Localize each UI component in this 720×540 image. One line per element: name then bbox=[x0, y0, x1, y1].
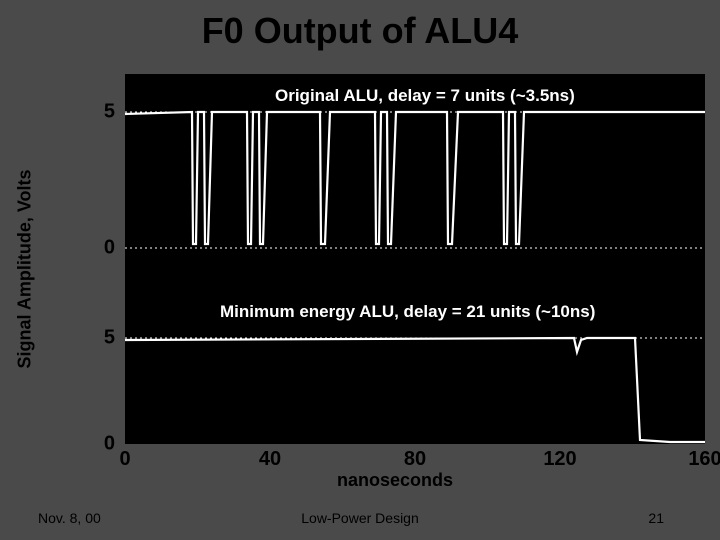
xtick-0: 0 bbox=[119, 448, 130, 471]
chart-area: Signal Amplitude, Volts 5 0 5 0 Original… bbox=[85, 74, 705, 464]
plot-region: Original ALU, delay = 7 units (~3.5ns) M… bbox=[125, 74, 705, 444]
xtick-160: 160 bbox=[688, 448, 720, 471]
annotation-top: Original ALU, delay = 7 units (~3.5ns) bbox=[275, 86, 575, 106]
footer-date: Nov. 8, 00 bbox=[38, 510, 101, 526]
footer-page: 21 bbox=[648, 510, 664, 526]
plot-svg bbox=[125, 74, 705, 444]
y-axis-label: Signal Amplitude, Volts bbox=[15, 169, 36, 368]
page-title: F0 Output of ALU4 bbox=[0, 0, 720, 60]
ytick-3: 0 bbox=[85, 433, 115, 456]
footer-title: Low-Power Design bbox=[301, 510, 419, 526]
xtick-120: 120 bbox=[543, 448, 576, 471]
ytick-0: 5 bbox=[85, 101, 115, 124]
xtick-40: 40 bbox=[259, 448, 281, 471]
xtick-80: 80 bbox=[404, 448, 426, 471]
ytick-2: 5 bbox=[85, 327, 115, 350]
ytick-1: 0 bbox=[85, 237, 115, 260]
x-axis-label: nanoseconds bbox=[337, 470, 453, 491]
annotation-bottom: Minimum energy ALU, delay = 21 units (~1… bbox=[220, 302, 595, 322]
